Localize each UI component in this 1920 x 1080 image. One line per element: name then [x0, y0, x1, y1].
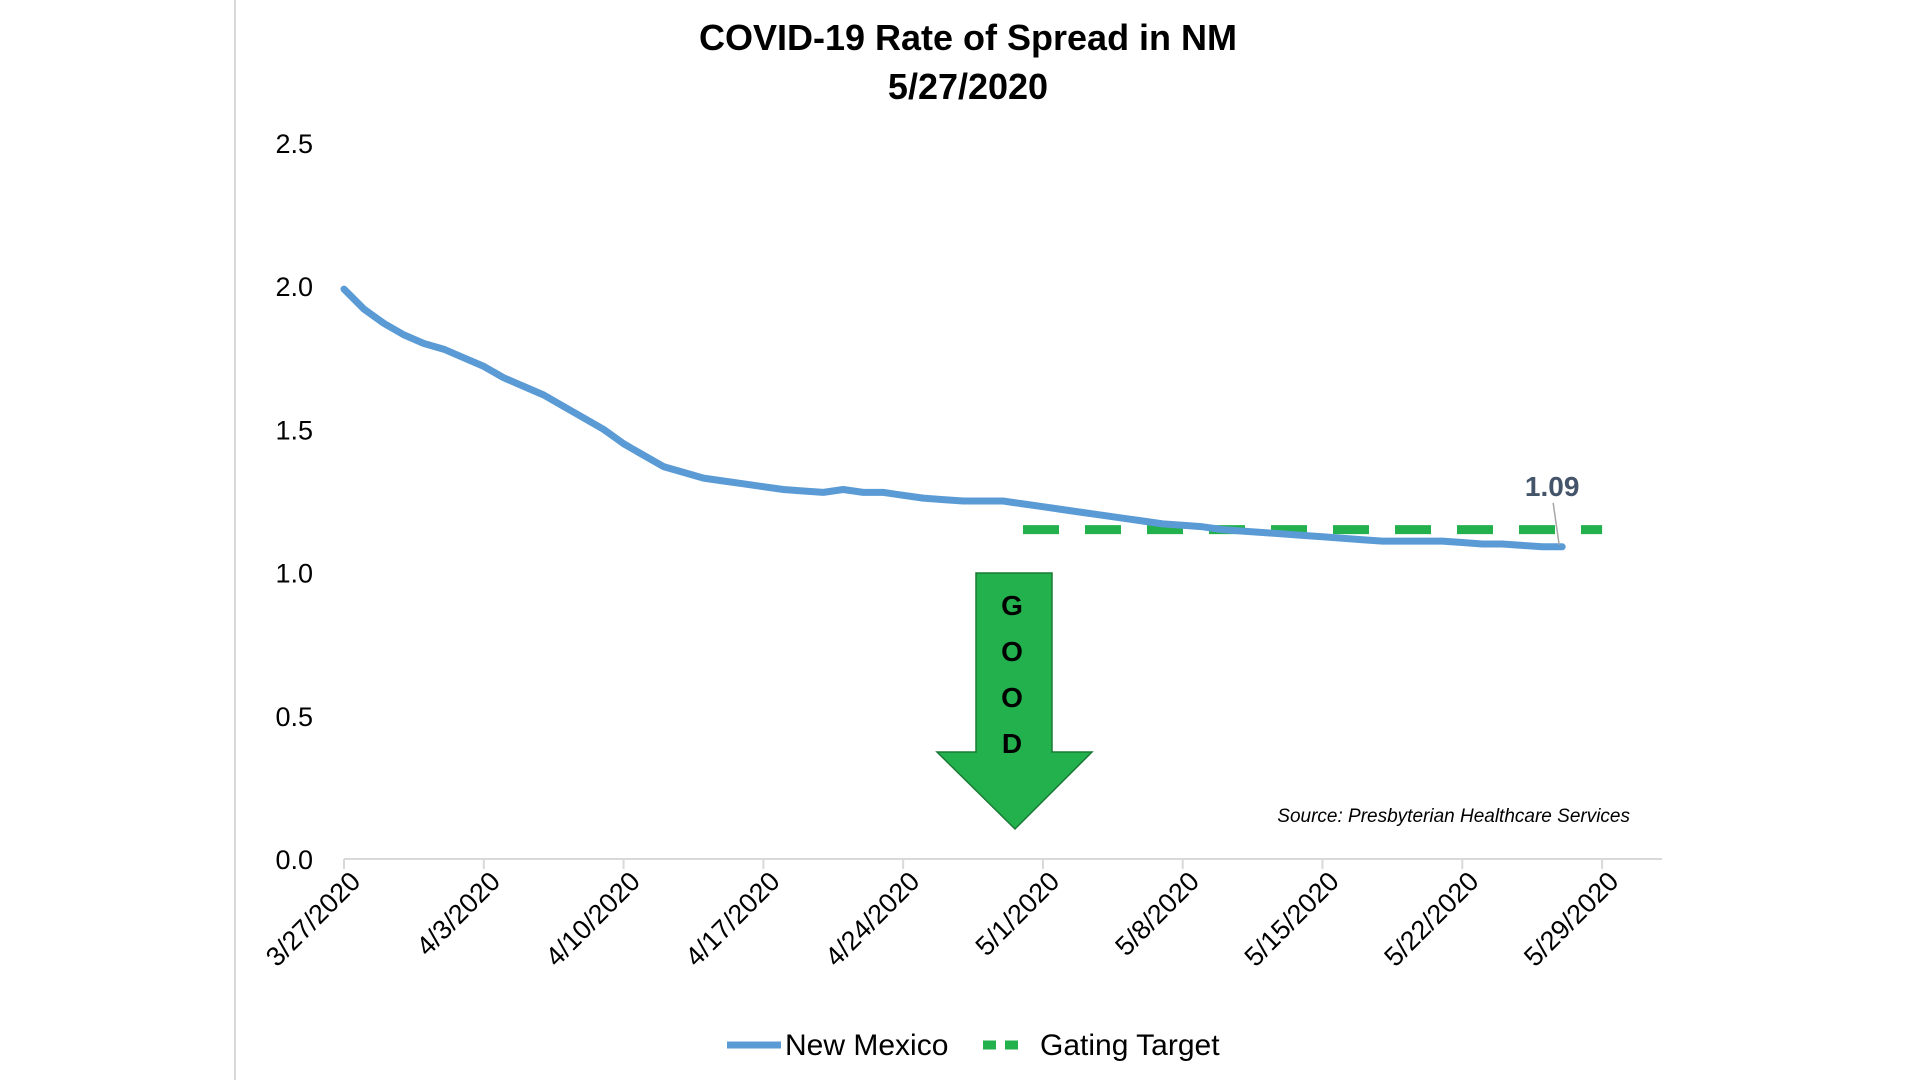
x-tick-label: 4/24/2020	[819, 866, 925, 972]
y-tick-label: 1.5	[275, 415, 313, 445]
x-tick-label: 4/3/2020	[410, 866, 506, 962]
x-tick-label: 5/15/2020	[1239, 866, 1345, 972]
y-tick-label: 1.0	[275, 559, 313, 589]
good-arrow-letter-2: O	[1001, 636, 1023, 667]
y-axis-ticks: 0.0 0.5 1.0 1.5 2.0 2.5	[275, 129, 313, 875]
legend: New Mexico Gating Target	[727, 1029, 1220, 1062]
x-tick-label: 5/8/2020	[1109, 866, 1205, 962]
chart-subtitle: 5/27/2020	[888, 66, 1048, 107]
data-label-last-value: 1.09	[1525, 471, 1580, 502]
good-arrow-letter-1: G	[1001, 590, 1023, 621]
x-tick-label: 5/29/2020	[1518, 866, 1624, 972]
chart-title: COVID-19 Rate of Spread in NM	[699, 17, 1237, 58]
good-arrow-shape	[935, 572, 1094, 831]
y-tick-label: 0.0	[275, 845, 313, 875]
source-note: Source: Presbyterian Healthcare Services	[1277, 806, 1630, 827]
good-arrow-letter-4: D	[1002, 728, 1022, 759]
x-tick-label: 5/22/2020	[1378, 866, 1484, 972]
x-tick-label: 4/10/2020	[540, 866, 646, 972]
y-tick-label: 2.5	[275, 129, 313, 159]
x-tick-label: 5/1/2020	[970, 866, 1066, 962]
y-tick-label: 2.0	[275, 272, 313, 302]
y-tick-label: 0.5	[275, 702, 313, 732]
data-label-leader	[1552, 502, 1560, 545]
x-tick-label: 3/27/2020	[260, 866, 366, 972]
series-line-new-mexico	[340, 285, 1566, 551]
x-tick-label: 4/17/2020	[679, 866, 785, 972]
good-arrow: G O O D	[935, 572, 1094, 831]
x-axis-ticks: 3/27/2020 4/3/2020 4/10/2020 4/17/2020 4/24/…	[260, 859, 1624, 972]
good-arrow-letter-3: O	[1001, 682, 1023, 713]
legend-label-gating-target: Gating Target	[1040, 1029, 1220, 1062]
legend-label-new-mexico: New Mexico	[785, 1029, 948, 1062]
